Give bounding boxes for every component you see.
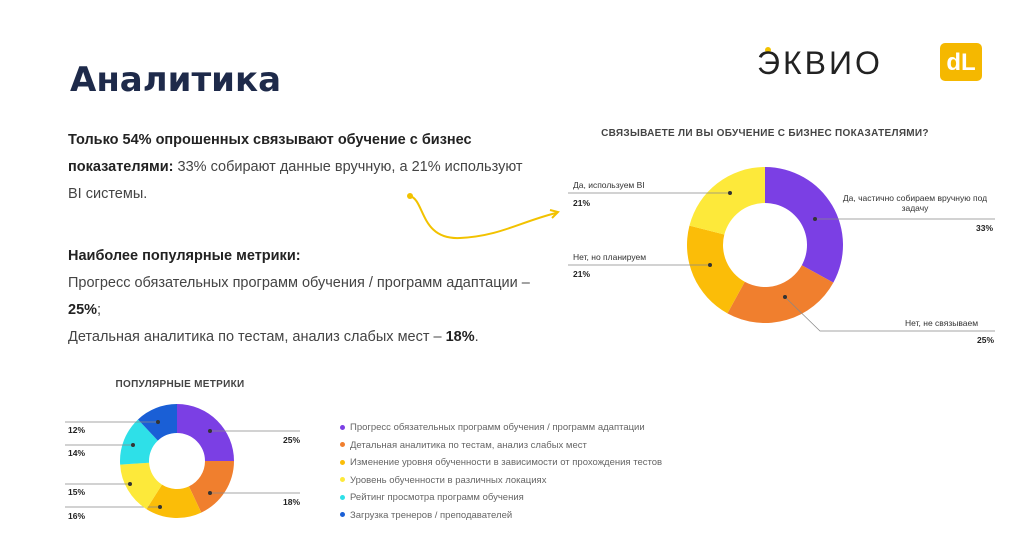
metric-value: 25% xyxy=(68,302,98,318)
legend-text: Прогресс обязательных программ обучения … xyxy=(350,422,645,433)
legend-item: Детальная аналитика по тестам, анализ сл… xyxy=(340,440,587,451)
segment-label: Да, частично собираем вручную под задачу xyxy=(842,193,988,213)
segment-label: Нет, не связываем xyxy=(905,318,979,328)
leader-line xyxy=(784,296,995,332)
value-label: 16% xyxy=(68,511,86,521)
arrow-head xyxy=(549,209,560,219)
donut-segment xyxy=(687,225,745,314)
legend-swatch xyxy=(340,494,345,500)
value-label: 25% xyxy=(977,335,995,345)
value-label: 12% xyxy=(68,425,86,435)
page-title: Аналитика xyxy=(70,60,282,100)
metrics-heading: Наиболее популярные метрики: xyxy=(68,248,301,264)
logo-badge-text: dL xyxy=(946,49,975,76)
leader-dot xyxy=(156,420,160,424)
legend-text: Загрузка тренеров / преподавателей xyxy=(350,509,513,521)
leader-dot xyxy=(208,491,212,495)
logo-text: ЭКВИО xyxy=(757,45,883,81)
legend-swatch xyxy=(340,459,345,465)
metric-end: . xyxy=(474,329,479,345)
value-label: 25% xyxy=(283,435,301,445)
donut-segment xyxy=(177,404,234,461)
summary-bold: Только 54% опрошенных связывают обучение… xyxy=(68,132,472,175)
metric-value: 18% xyxy=(445,329,475,345)
legend-item: Прогресс обязательных программ обучения … xyxy=(340,422,645,433)
donut-segment xyxy=(120,462,162,510)
leader-dot xyxy=(158,505,162,509)
legend-text: Рейтинг просмотра программ обучения xyxy=(350,492,524,503)
donut-segment xyxy=(146,484,202,518)
leader-dot xyxy=(783,295,787,299)
metric-line: Детальная аналитика по тестам, анализ сл… xyxy=(68,329,479,345)
value-label: 18% xyxy=(283,497,301,507)
donut-segment xyxy=(727,265,834,323)
arrow xyxy=(409,195,557,240)
legend-swatch xyxy=(340,512,345,518)
summary-text: 33% собирают данные вручную, а 21% испол… xyxy=(68,159,523,202)
legend-text: Детальная аналитика по тестам, анализ сл… xyxy=(350,439,587,451)
value-label: 15% xyxy=(68,487,86,497)
value-label: 14% xyxy=(68,448,86,458)
legend-item: Уровень обученности в различных локациях xyxy=(340,475,546,486)
metrics: Наиболее популярные метрики: Прогресс об… xyxy=(68,243,538,351)
segment-label: Нет, но планируем xyxy=(573,252,647,262)
donut-segment xyxy=(765,167,843,283)
legend-item: Загрузка тренеров / преподавателей xyxy=(340,510,512,521)
metric-text: Детальная аналитика по тестам, анализ сл… xyxy=(68,329,446,345)
value-label: 21% xyxy=(573,269,591,279)
chart-title: ПОПУЛЯРНЫЕ МЕТРИКИ xyxy=(115,379,245,390)
segment-label: Да, используем BI xyxy=(573,180,645,190)
value-label: 33% xyxy=(976,223,994,233)
logo-dot xyxy=(765,47,771,53)
legend-item: Изменение уровня обученности в зависимос… xyxy=(340,457,662,468)
summary: Только 54% опрошенных связывают обучение… xyxy=(68,127,538,208)
logo-badge xyxy=(940,43,982,81)
donut-segment xyxy=(188,461,234,513)
metric-end: ; xyxy=(97,302,102,318)
donut-segment xyxy=(689,167,765,235)
chart-title: СВЯЗЫВАЕТЕ ЛИ ВЫ ОБУЧЕНИЕ С БИЗНЕС ПОКАЗ… xyxy=(601,128,929,139)
legend-swatch xyxy=(340,424,345,430)
arrow-start xyxy=(407,193,413,199)
leader-dot xyxy=(131,443,135,447)
leader-dot xyxy=(708,263,712,267)
legend-swatch xyxy=(340,442,345,448)
value-label: 21% xyxy=(573,198,591,208)
leader-dot xyxy=(813,217,817,221)
donut-segment xyxy=(120,419,158,465)
metric-text: Прогресс обязательных программ обучения … xyxy=(68,275,530,291)
legend-text: Уровень обученности в различных локациях xyxy=(350,474,547,486)
leader-dot xyxy=(128,482,132,486)
leader-dot xyxy=(728,191,732,195)
legend-text: Изменение уровня обученности в зависимос… xyxy=(350,457,663,468)
legend-swatch xyxy=(340,477,345,483)
leader-dot xyxy=(208,429,212,433)
legend-item: Рейтинг просмотра программ обучения xyxy=(340,492,524,503)
metric-line: Прогресс обязательных программ обучения … xyxy=(68,275,530,318)
